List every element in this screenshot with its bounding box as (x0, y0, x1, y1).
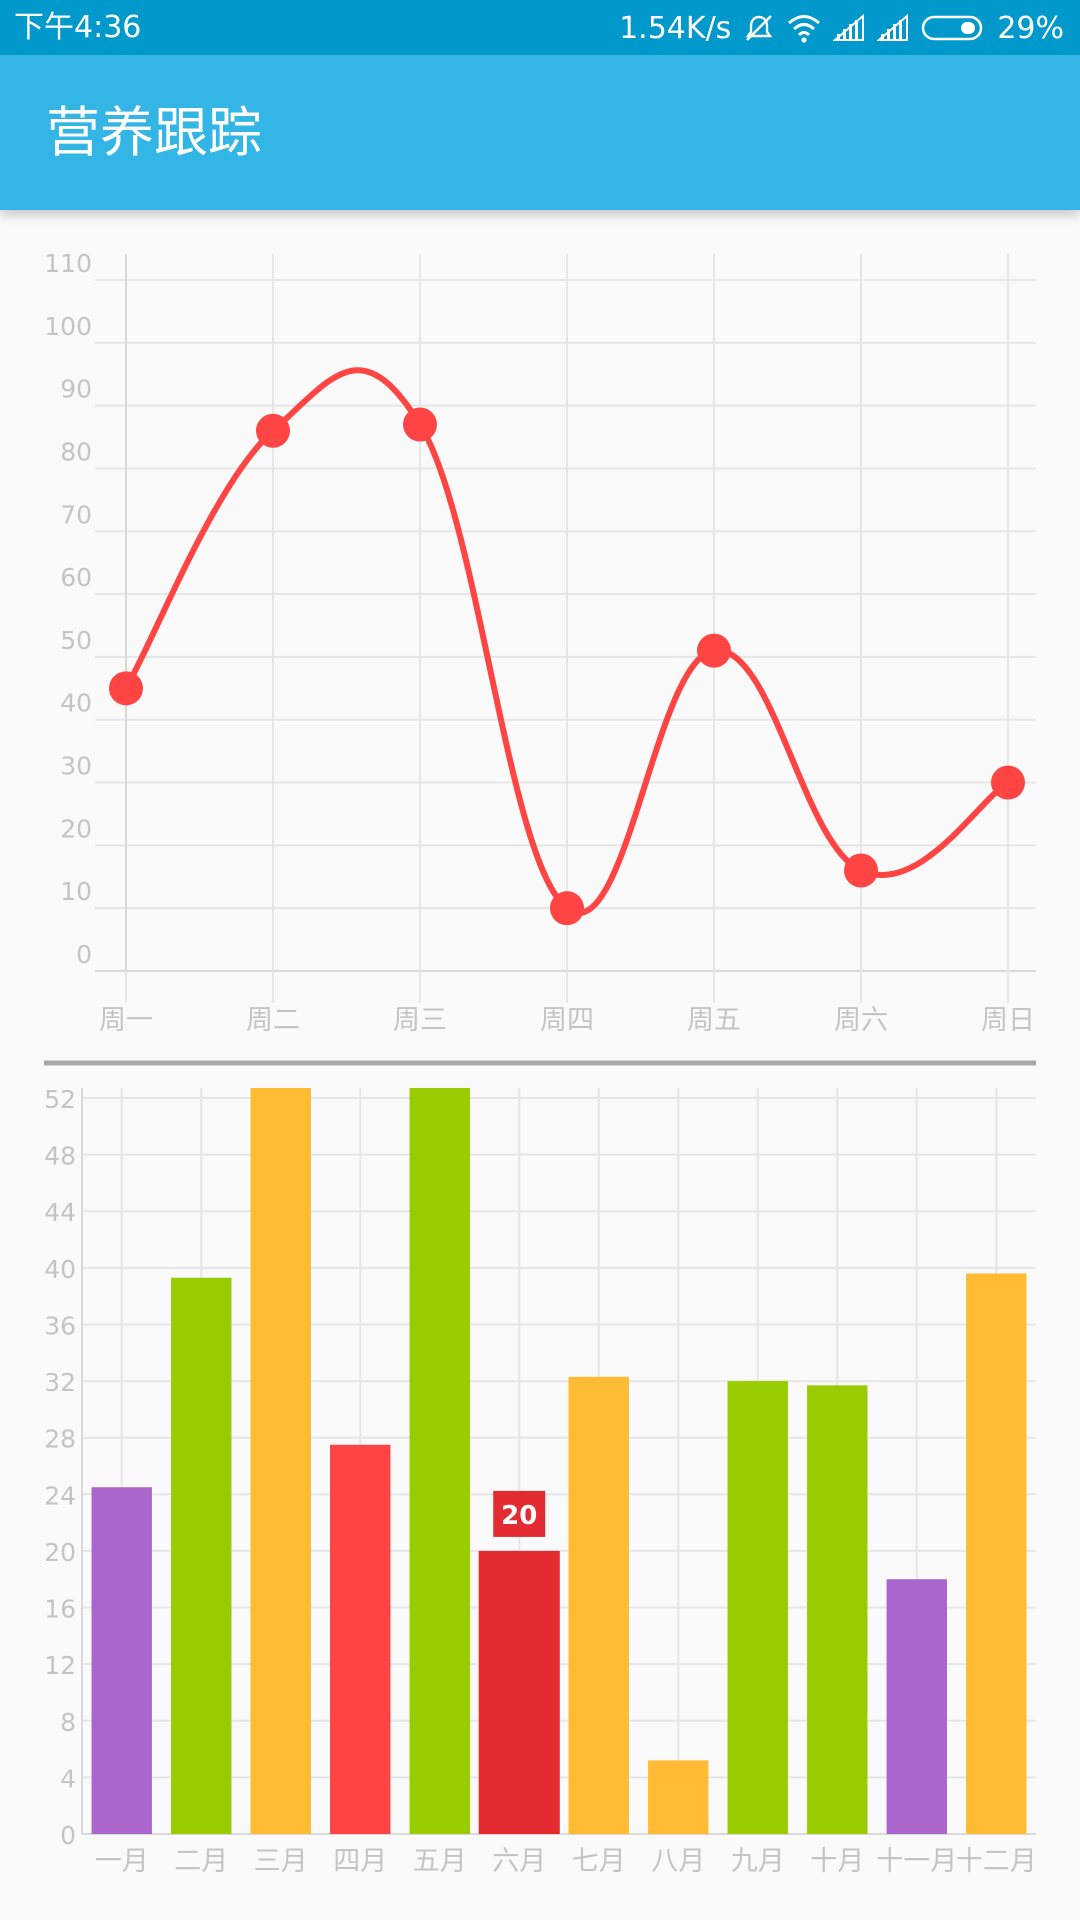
y-tick-label: 16 (44, 1595, 76, 1624)
y-tick-label: 60 (60, 563, 92, 592)
y-tick-label: 48 (44, 1142, 76, 1171)
y-tick-label: 100 (44, 312, 92, 341)
x-tick-label: 十月 (810, 1846, 864, 1877)
bar[interactable] (966, 1273, 1027, 1834)
status-icons: 1.54K/s 29% (619, 10, 1064, 46)
y-tick-label: 30 (60, 752, 92, 781)
y-tick-label: 70 (60, 500, 92, 529)
x-tick-label: 七月 (572, 1846, 626, 1877)
x-tick-label: 一月 (95, 1846, 149, 1877)
x-tick-label: 五月 (413, 1846, 467, 1877)
x-tick-label: 九月 (731, 1846, 785, 1877)
x-tick-label: 周二 (246, 1005, 300, 1036)
bar[interactable] (250, 1088, 311, 1834)
y-tick-label: 32 (44, 1368, 76, 1397)
y-tick-label: 90 (60, 375, 92, 404)
data-point[interactable] (109, 671, 143, 706)
y-tick-label: 20 (60, 814, 92, 843)
value-label-box (493, 1490, 546, 1537)
app-bar: 营养跟踪 (0, 55, 1080, 210)
y-tick-label: 20 (44, 1538, 76, 1567)
bar[interactable] (91, 1487, 152, 1834)
data-point[interactable] (550, 891, 584, 926)
y-tick-label: 36 (44, 1311, 76, 1340)
bar[interactable] (648, 1760, 709, 1834)
x-tick-label: 八月 (651, 1846, 705, 1877)
y-tick-label: 10 (60, 877, 92, 906)
x-tick-label: 十一月 (876, 1846, 957, 1877)
y-tick-label: 0 (60, 1821, 76, 1850)
data-point[interactable] (256, 413, 290, 448)
y-tick-label: 40 (44, 1255, 76, 1284)
x-tick-label: 十二月 (956, 1846, 1037, 1877)
x-tick-label: 四月 (333, 1846, 387, 1877)
y-tick-label: 12 (44, 1651, 76, 1680)
battery-icon (922, 15, 983, 41)
bar[interactable] (568, 1376, 629, 1834)
x-tick-label: 周日 (981, 1005, 1035, 1036)
bar[interactable] (409, 1088, 470, 1834)
y-tick-label: 52 (44, 1085, 76, 1114)
bar[interactable] (330, 1444, 391, 1834)
y-tick-label: 40 (60, 689, 92, 718)
x-tick-label: 三月 (254, 1846, 308, 1877)
line-chart[interactable]: 0 10 20 30 40 50 60 70 80 90 100 110 周一 周二 周三 周四 周五 周六 周日 (44, 249, 1036, 1036)
page-title: 营养跟踪 (46, 101, 262, 164)
data-point[interactable] (844, 853, 878, 888)
x-tick-label: 周五 (687, 1005, 741, 1036)
battery-percent: 29% (997, 10, 1064, 46)
y-tick-label: 28 (44, 1425, 76, 1454)
mute-icon (745, 15, 773, 41)
y-tick-label: 110 (44, 249, 92, 278)
net-speed: 1.54K/s (619, 10, 732, 46)
status-time: 下午4:36 (14, 10, 142, 45)
y-tick-label: 50 (60, 626, 92, 655)
bar[interactable] (171, 1277, 232, 1834)
bar[interactable] (478, 1550, 560, 1834)
value-label: 20 (501, 1501, 537, 1531)
x-tick-label: 六月 (492, 1846, 546, 1877)
bar[interactable] (727, 1381, 788, 1834)
status-bar: 下午4:36 1.54K/s 29% (0, 0, 1080, 55)
x-tick-label: 周三 (393, 1005, 447, 1036)
x-tick-label: 周四 (540, 1005, 594, 1036)
y-tick-label: 8 (60, 1708, 76, 1737)
bar[interactable] (807, 1385, 868, 1834)
data-point[interactable] (697, 633, 731, 668)
x-tick-label: 周六 (834, 1005, 888, 1036)
y-tick-label: 24 (44, 1481, 76, 1510)
signal-icon (833, 14, 865, 41)
signal-icon (877, 14, 909, 41)
y-tick-label: 4 (60, 1764, 76, 1793)
y-tick-label: 44 (44, 1198, 76, 1227)
bar[interactable] (886, 1579, 947, 1834)
y-tick-label: 0 (76, 940, 92, 969)
data-point[interactable] (403, 407, 437, 442)
data-point[interactable] (991, 765, 1025, 800)
x-tick-label: 周一 (99, 1005, 153, 1036)
x-tick-label: 二月 (174, 1846, 228, 1877)
y-tick-label: 80 (60, 437, 92, 466)
wifi-icon (788, 15, 821, 43)
